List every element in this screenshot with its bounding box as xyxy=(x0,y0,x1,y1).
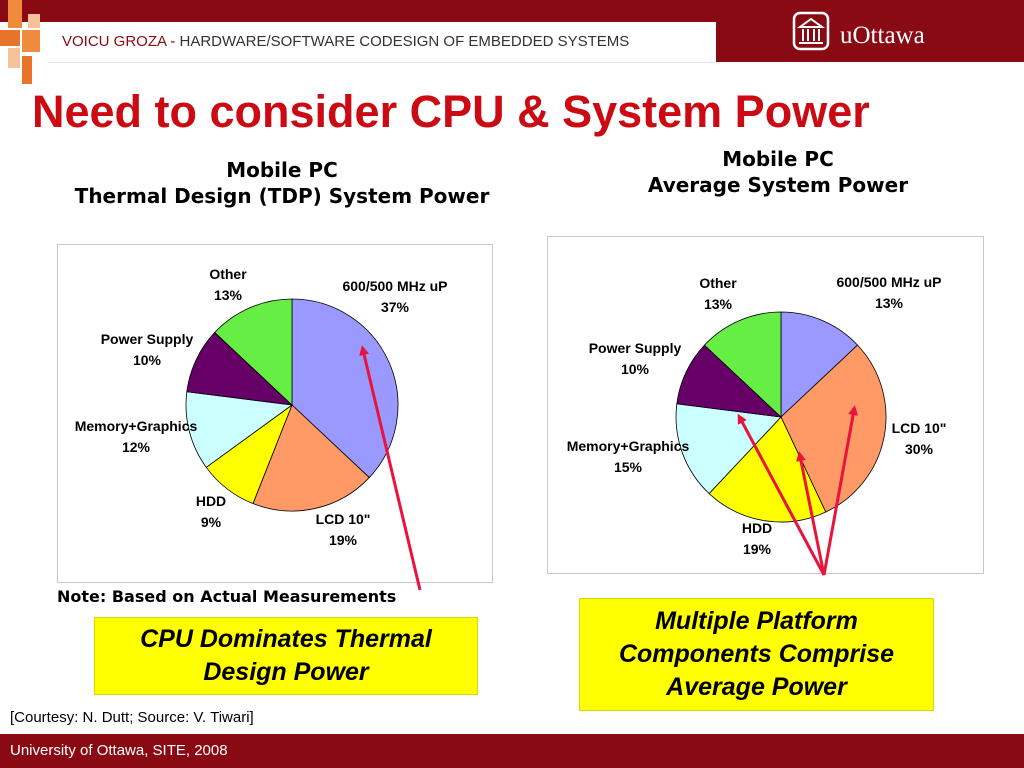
pie-label-name: Other xyxy=(209,266,247,282)
footer-bar xyxy=(0,734,1024,768)
chart-left-title-line1: Mobile PC xyxy=(226,158,338,182)
decor-square xyxy=(8,0,22,28)
pie-label-name: LCD 10" xyxy=(891,420,947,436)
chart-left-title: Mobile PC Thermal Design (TDP) System Po… xyxy=(32,157,532,209)
pie-label: Other 13% xyxy=(209,264,246,306)
pie-label-value: 12% xyxy=(121,439,151,455)
pie-label-name: LCD 10" xyxy=(315,511,371,527)
pie-label-value: 19% xyxy=(742,541,772,557)
header-strip xyxy=(48,22,716,63)
pie-slice xyxy=(214,298,293,406)
arrow-hdd xyxy=(796,451,826,576)
header-course: HARDWARE/SOFTWARE CODESIGN OF EMBEDDED S… xyxy=(179,33,630,50)
arrow-memory xyxy=(737,413,826,576)
pie-label-name: Power Supply xyxy=(100,331,194,347)
pie-label-value: 15% xyxy=(613,459,643,475)
chart-right-title: Mobile PC Average System Power xyxy=(553,146,1003,198)
decor-square xyxy=(28,14,40,28)
footer-text: University of Ottawa, SITE, 2008 xyxy=(10,742,228,759)
pie-slice xyxy=(780,311,859,418)
pie-label-value: 13% xyxy=(703,296,733,312)
measurement-note: Note: Based on Actual Measurements xyxy=(57,587,397,606)
page-title: Need to consider CPU & System Power xyxy=(32,86,870,137)
header-author: VOICU GROZA - xyxy=(62,33,180,50)
decor-square xyxy=(8,48,20,68)
chart-right-title-line2: Average System Power xyxy=(647,173,909,197)
pie-label: LCD 10" 19% xyxy=(316,509,371,551)
chart-right-title-line1: Mobile PC xyxy=(722,147,834,171)
university-building-icon xyxy=(792,11,830,51)
chart-left-title-line2: Thermal Design (TDP) System Power xyxy=(74,184,490,208)
pie-label: HDD 19% xyxy=(742,518,772,560)
callout-left-text: CPU Dominates Thermal Design Power xyxy=(140,625,432,686)
decor-square xyxy=(0,30,20,46)
pie-label-value: 9% xyxy=(200,514,222,530)
pie-label: 600/500 MHz uP 37% xyxy=(342,276,447,318)
pie-label: Other 13% xyxy=(699,273,736,315)
courtesy-text: [Courtesy: N. Dutt; Source: V. Tiwari] xyxy=(10,709,254,726)
arrow-lcd xyxy=(822,405,859,576)
decor-square xyxy=(22,30,40,52)
header-course-text: VOICU GROZA - HARDWARE/SOFTWARE CODESIGN… xyxy=(62,33,629,50)
pie-slice xyxy=(780,344,887,513)
arrow-cpu xyxy=(359,345,422,591)
brand-wordmark: uOttawa xyxy=(840,22,925,49)
pie-slice xyxy=(703,311,782,418)
callout-right-text: Multiple Platform Components Comprise Av… xyxy=(618,607,895,701)
pie-label-name: Other xyxy=(699,275,737,291)
pie-slice xyxy=(185,391,294,468)
pie-label-name: Power Supply xyxy=(588,340,682,356)
pie-label-name: HDD xyxy=(195,493,227,509)
pie-label-name: 600/500 MHz uP xyxy=(342,278,448,294)
callout-multiple-components: Multiple Platform Components Comprise Av… xyxy=(579,598,934,711)
pie-label-value: 30% xyxy=(904,441,934,457)
pie-label: Memory+Graphics 15% xyxy=(567,436,690,478)
pie-label: HDD 9% xyxy=(196,491,226,533)
callout-cpu-dominates: CPU Dominates Thermal Design Power xyxy=(94,617,478,695)
pie-slice xyxy=(675,403,782,495)
pie-label-value: 13% xyxy=(874,295,904,311)
decor-square xyxy=(22,56,32,84)
pie-label-value: 13% xyxy=(213,287,243,303)
pie-slice xyxy=(252,404,370,512)
pie-label: Power Supply 10% xyxy=(101,329,194,371)
pie-label-value: 10% xyxy=(132,352,162,368)
pie-label-value: 37% xyxy=(380,299,410,315)
pie-label: Memory+Graphics 12% xyxy=(75,416,198,458)
pie-label-value: 19% xyxy=(328,532,358,548)
pie-label: LCD 10" 30% xyxy=(892,418,947,460)
pie-label-value: 10% xyxy=(620,361,650,377)
pie-label: Power Supply 10% xyxy=(589,338,682,380)
pie-label-name: Memory+Graphics xyxy=(566,438,690,454)
pie-label-name: Memory+Graphics xyxy=(74,418,198,434)
pie-label-name: 600/500 MHz uP xyxy=(836,274,942,290)
pie-label-name: HDD xyxy=(741,520,773,536)
pie-label: 600/500 MHz uP 13% xyxy=(836,272,941,314)
brand-block xyxy=(716,0,1024,62)
